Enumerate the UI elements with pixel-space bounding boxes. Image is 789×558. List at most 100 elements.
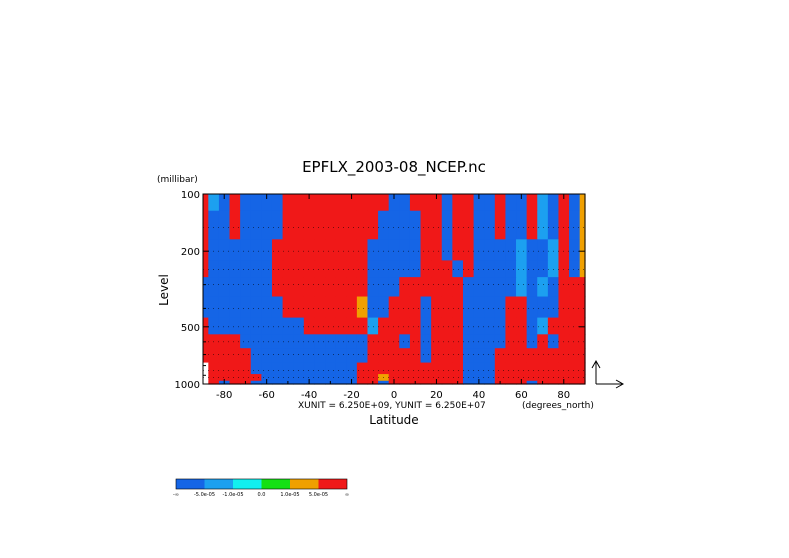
shade-cell bbox=[579, 194, 586, 212]
shade-cell bbox=[399, 334, 411, 349]
shade-cell bbox=[569, 380, 581, 385]
shade-cell bbox=[441, 239, 453, 262]
shade-cell bbox=[293, 317, 305, 335]
shade-cell bbox=[452, 334, 464, 349]
shade-cell bbox=[452, 277, 464, 298]
shade-cell bbox=[203, 348, 209, 364]
shade-cell bbox=[346, 194, 358, 212]
shade-cell bbox=[420, 210, 432, 240]
shade-cell bbox=[558, 362, 570, 375]
x-units-label: (degrees_north) bbox=[522, 401, 594, 411]
x-tick-label: -40 bbox=[301, 390, 317, 401]
shade-cell bbox=[431, 210, 443, 240]
x-tick-label: -80 bbox=[216, 390, 232, 401]
shade-cell bbox=[473, 277, 485, 298]
shade-cell bbox=[282, 260, 294, 278]
shade-cell bbox=[516, 296, 528, 319]
shade-cell bbox=[526, 380, 538, 385]
y-tick-label: 200 bbox=[181, 247, 200, 258]
shade-cell bbox=[240, 210, 252, 240]
shade-cell bbox=[420, 348, 432, 364]
shade-cell bbox=[547, 194, 560, 212]
shade-cell bbox=[325, 296, 337, 319]
shade-cell bbox=[569, 210, 581, 240]
shade-cell bbox=[388, 362, 400, 375]
shade-cell bbox=[505, 260, 517, 278]
shade-cell bbox=[558, 317, 570, 335]
shade-cell bbox=[261, 334, 273, 349]
shade-cell bbox=[250, 239, 262, 262]
shade-cell bbox=[441, 348, 453, 364]
shade-cell bbox=[261, 239, 273, 262]
shade-cell bbox=[399, 296, 411, 319]
shade-cell bbox=[494, 260, 507, 278]
x-tick-label: -60 bbox=[258, 390, 274, 401]
shade-cell bbox=[537, 260, 549, 278]
shade-cell bbox=[335, 194, 347, 212]
shade-cell bbox=[388, 334, 400, 349]
shade-cell bbox=[229, 260, 241, 278]
shade-cell bbox=[431, 374, 443, 382]
x-tick-label: 60 bbox=[515, 390, 528, 401]
shade-cell bbox=[505, 374, 517, 382]
shade-cell bbox=[473, 334, 485, 349]
shade-cell bbox=[293, 296, 305, 319]
shade-cell bbox=[569, 348, 581, 364]
colorbar-label: 0.0 bbox=[258, 492, 266, 498]
shade-cell bbox=[314, 210, 326, 240]
shade-cell bbox=[314, 348, 326, 364]
shade-cell bbox=[484, 348, 496, 364]
shade-cell bbox=[218, 317, 231, 335]
shade-cell bbox=[484, 194, 496, 212]
shade-cell bbox=[579, 334, 586, 349]
shade-cell bbox=[526, 317, 538, 335]
shade-cell bbox=[250, 374, 262, 382]
shade-cell bbox=[516, 374, 528, 382]
shade-cell bbox=[494, 194, 507, 212]
shade-cell bbox=[378, 362, 390, 375]
shade-cell bbox=[367, 317, 379, 335]
shade-cell bbox=[537, 317, 549, 335]
shade-cell bbox=[208, 380, 220, 385]
shade-cell bbox=[516, 260, 528, 278]
shade-cell bbox=[314, 317, 326, 335]
shade-cell bbox=[462, 296, 475, 319]
shade-cell bbox=[579, 380, 586, 385]
shade-cell bbox=[325, 260, 337, 278]
shade-cell bbox=[462, 194, 475, 212]
y-tick-label: 1000 bbox=[175, 380, 200, 391]
colorbar-label: ∞ bbox=[345, 492, 349, 498]
shade-cell bbox=[420, 194, 432, 212]
shade-cell bbox=[325, 210, 337, 240]
shade-cell bbox=[218, 277, 231, 298]
shade-cell bbox=[325, 277, 337, 298]
shade-cell bbox=[579, 317, 586, 335]
shade-cell bbox=[569, 334, 581, 349]
shade-cell bbox=[378, 317, 390, 335]
shade-cell bbox=[282, 194, 294, 212]
shade-cell bbox=[547, 260, 560, 278]
shade-cell bbox=[271, 194, 284, 212]
shade-cell bbox=[378, 194, 390, 212]
shade-cell bbox=[335, 260, 347, 278]
shade-cell bbox=[203, 239, 209, 262]
shade-cell bbox=[282, 210, 294, 240]
shade-cell bbox=[250, 210, 262, 240]
shade-cell bbox=[335, 317, 347, 335]
shade-cell bbox=[494, 210, 507, 240]
shade-cell bbox=[303, 260, 316, 278]
shade-cell bbox=[420, 362, 432, 375]
shade-cell bbox=[431, 348, 443, 364]
shade-cell bbox=[537, 296, 549, 319]
shade-cell bbox=[346, 317, 358, 335]
shade-cell bbox=[378, 380, 390, 385]
shade-cell bbox=[303, 317, 316, 335]
shade-cell bbox=[356, 296, 369, 319]
shade-cell bbox=[208, 194, 220, 212]
shade-cell bbox=[240, 260, 252, 278]
colorbar-label: -5.0e-05 bbox=[194, 492, 215, 498]
chart-title: EPFLX_2003-08_NCEP.nc bbox=[302, 158, 486, 177]
shade-cell bbox=[441, 277, 453, 298]
shade-cell bbox=[240, 296, 252, 319]
shade-cell bbox=[293, 277, 305, 298]
